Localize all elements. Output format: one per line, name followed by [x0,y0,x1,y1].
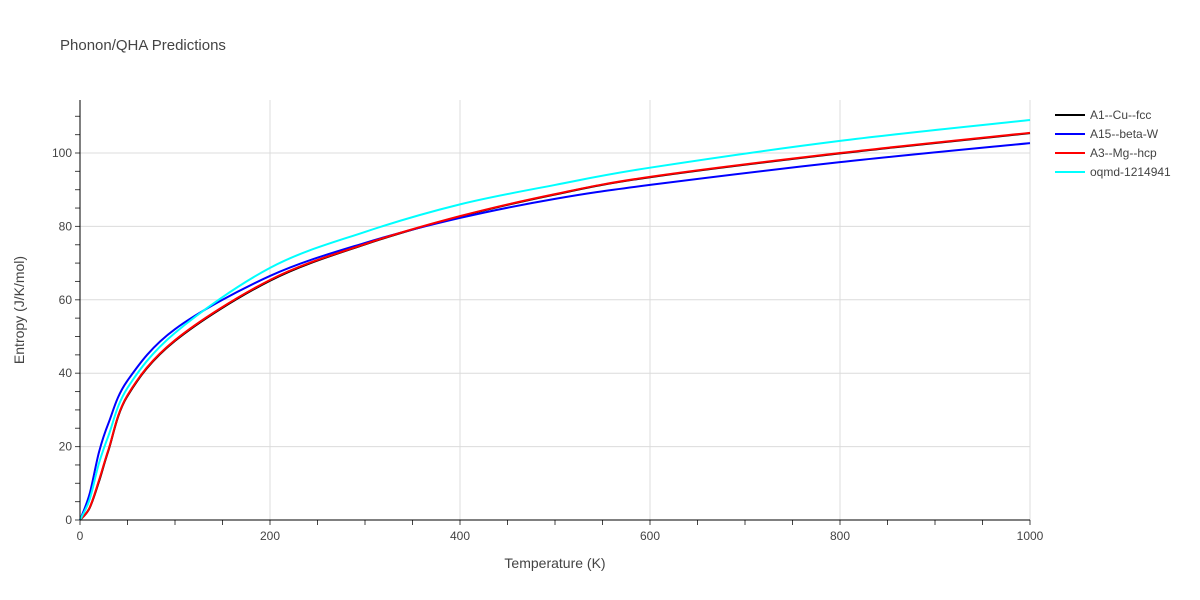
legend-entry: A1--Cu--fcc [1090,108,1151,122]
x-axis-label: Temperature (K) [504,555,605,571]
x-tick-label: 400 [450,529,470,543]
y-tick-label: 60 [59,293,73,307]
gridlines [80,100,1031,520]
x-tick-label: 1000 [1017,529,1044,543]
legend-entry: A15--beta-W [1090,127,1159,141]
legend-entry: A3--Mg--hcp [1090,146,1157,160]
x-tick-label: 0 [77,529,84,543]
chart-title: Phonon/QHA Predictions [60,37,226,54]
x-tick-label: 800 [830,529,850,543]
y-tick-label: 100 [52,146,72,160]
y-axis-label: Entropy (J/K/mol) [11,256,27,364]
series-line-A3--Mg--hcp [79,131,1031,521]
axis-ticks: 0 200 400 600 800 1000 0 20 40 60 80 100 [52,115,1044,543]
series-line-oqmd-1214941 [79,118,1031,521]
series-line-A1--Cu--fcc [79,132,1031,521]
y-tick-label: 80 [59,219,73,233]
y-tick-label: 0 [65,513,72,527]
y-tick-label: 20 [59,440,73,454]
legend: A1--Cu--fcc A15--beta-W A3--Mg--hcp oqmd-12… [1055,108,1171,179]
x-tick-label: 200 [260,529,280,543]
series-line-A15--beta-W [79,142,1031,521]
legend-entry: oqmd-1214941 [1090,165,1171,179]
x-tick-label: 600 [640,529,660,543]
y-tick-label: 40 [59,366,73,380]
plot-lines [79,118,1031,521]
